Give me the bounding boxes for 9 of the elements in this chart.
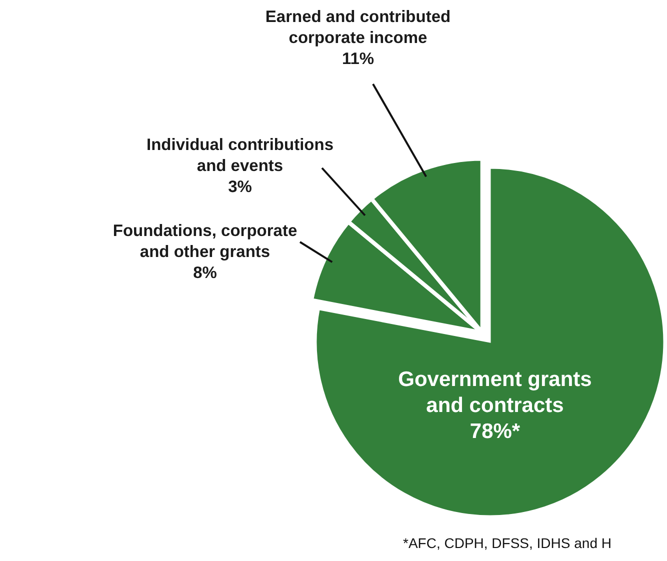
slice-label: Earned and contributed corporate income [265, 8, 451, 47]
data-label: 8% [193, 264, 218, 282]
slice-label: Government grants and contracts [398, 368, 592, 417]
data-label: 11% [342, 50, 374, 68]
text: *AFC, CDPH, DFSS, IDHS and H [403, 535, 612, 551]
slice-label: Foundations, corporate and other grants [112, 222, 298, 261]
slice-label: Individual contributions and events [146, 136, 334, 175]
data-label: 3% [228, 178, 252, 196]
data-label: 78%* [470, 420, 521, 443]
